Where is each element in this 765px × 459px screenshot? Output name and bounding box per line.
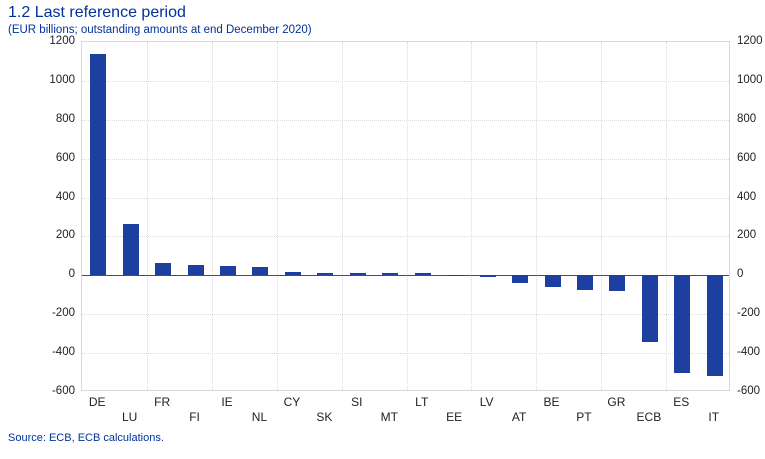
bar-ES [674,275,691,374]
y-axis-tick-right: -200 [737,307,761,320]
x-axis-label-SI: SI [351,395,363,409]
x-axis-label-LU: LU [122,410,138,424]
bar-AT [512,275,529,283]
x-axis-label-ECB: ECB [636,410,662,424]
x-axis-label-IT: IT [708,410,720,424]
x-axis-label-BE: BE [543,395,560,409]
x-axis-label-EE: EE [446,410,463,424]
bar-LV [479,275,496,278]
x-axis-label-FI: FI [189,410,200,424]
y-axis-tick-right: 600 [737,151,757,164]
y-axis-tick-right: 200 [737,229,757,242]
y-axis-tick-right: 800 [737,112,757,125]
bar-DE [90,54,107,276]
y-axis-tick-right: -400 [737,346,761,359]
bar-CY [284,272,301,276]
v-gridline [601,42,603,390]
plot-area [81,41,730,391]
y-axis-tick-right: 1200 [737,35,763,47]
y-axis-tick-left: 600 [55,151,75,164]
chart-subtitle: (EUR billions; outstanding amounts at en… [8,24,312,36]
v-gridline [146,42,148,390]
v-gridline [666,42,668,390]
h-gridline [82,236,729,238]
bar-ECB [641,275,658,342]
y-axis-tick-left: 200 [55,229,75,242]
y-axis-tick-left: -400 [51,346,75,359]
y-axis-tick-left: 1000 [49,73,75,86]
h-gridline [82,158,729,160]
y-axis-tick-right: -600 [737,385,761,397]
bar-GR [609,275,626,291]
bar-IE [220,265,237,276]
y-axis-tick-left: -600 [51,385,75,397]
bar-EE [447,275,464,277]
bar-BE [544,275,561,288]
x-axis-label-SK: SK [316,410,333,424]
y-axis-tick-left: 1200 [49,35,75,47]
h-gridline [82,119,729,121]
y-axis-tick-right: 0 [737,268,744,281]
y-axis-tick-left: -200 [51,307,75,320]
y-axis-tick-left: 400 [55,190,75,203]
x-axis-label-ES: ES [673,395,690,409]
v-gridline [211,42,213,390]
bar-LU [122,223,139,276]
v-gridline [471,42,473,390]
bar-FR [155,262,172,276]
bar-MT [382,273,399,276]
x-axis-label-DE: DE [88,395,106,409]
x-axis-label-FR: FR [154,395,171,409]
x-axis-label-LT: LT [415,395,429,409]
x-axis-label-PT: PT [576,410,592,424]
y-axis-tick-right: 1000 [737,73,763,86]
v-gridline [341,42,343,390]
bar-NL [252,267,269,276]
h-gridline [82,197,729,199]
chart-title: 1.2 Last reference period [8,4,186,21]
bar-SI [349,273,366,276]
x-axis-label-NL: NL [251,410,268,424]
h-gridline [82,314,729,316]
bar-SK [317,272,334,276]
h-gridline [82,353,729,355]
x-axis-label-CY: CY [283,395,301,409]
bar-LT [414,273,431,276]
source-note: Source: ECB, ECB calculations. [8,432,164,444]
bar-FI [187,264,204,276]
y-axis-tick-left: 800 [55,112,75,125]
h-gridline [82,80,729,82]
x-axis-label-MT: MT [380,410,398,424]
bar-IT [706,275,723,376]
v-gridline [276,42,278,390]
bar-PT [576,275,593,291]
y-axis-tick-left: 0 [68,268,75,281]
x-axis-label-AT: AT [511,410,527,424]
x-axis-label-LV: LV [479,395,494,409]
x-axis-label-IE: IE [221,395,233,409]
y-axis-tick-right: 400 [737,190,757,203]
v-gridline [406,42,408,390]
zero-axis-line [82,275,729,277]
x-axis-label-GR: GR [607,395,626,409]
v-gridline [536,42,538,390]
